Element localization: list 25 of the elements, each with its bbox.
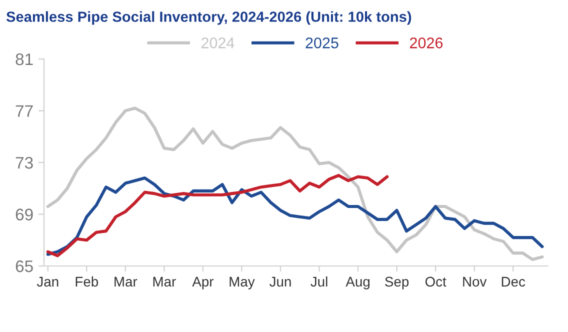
y-tick-label: 65 (16, 260, 33, 272)
x-tick-label: Apr (192, 276, 214, 290)
line-series (46, 106, 544, 262)
y-tick-label: 77 (16, 105, 33, 117)
x-tick-label: Mar (153, 276, 176, 287)
x-tick-label: Sep (385, 276, 409, 290)
y-tick-label: 69 (16, 208, 33, 220)
x-tick-label: May (230, 276, 255, 290)
x-tick-label: Jan (36, 276, 58, 287)
x-tick-label: Mar (114, 276, 138, 287)
x-tick-label: Feb (76, 276, 98, 287)
legend-label: 2026 (410, 38, 443, 48)
x-tick-label: Oct (425, 276, 446, 287)
x-tick-label: Jul (310, 276, 328, 287)
line-series (46, 174, 389, 258)
y-tick-label: 81 (16, 53, 33, 66)
y-tick-label: 73 (16, 156, 33, 169)
legend-label: 2024 (201, 38, 234, 48)
x-tick-label: Aug (346, 276, 370, 290)
x-tick-label: Nov (463, 276, 487, 287)
x-tick-label: Jun (270, 276, 291, 287)
chart-title: Seamless Pipe Social Inventory, 2024-2026 (Unit: 10k tons) (6, 11, 412, 25)
legend-label: 2025 (306, 38, 338, 48)
line-series (46, 176, 544, 256)
x-tick-label: Dec (502, 276, 526, 287)
